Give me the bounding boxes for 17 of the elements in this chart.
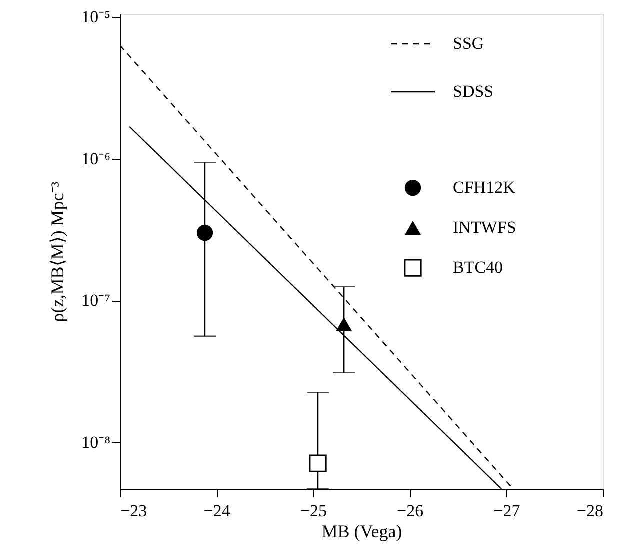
y-tick-label: 10⁻⁵ bbox=[82, 8, 111, 27]
legend-label: SSG bbox=[453, 34, 484, 53]
legend-label: SDSS bbox=[453, 82, 494, 101]
x-tick-label: −25 bbox=[300, 502, 327, 520]
y-tick-label: 10⁻⁷ bbox=[82, 291, 111, 310]
x-tick-label: −26 bbox=[397, 502, 424, 520]
x-tick-label: −24 bbox=[204, 502, 231, 520]
y-tick-label: 10⁻⁶ bbox=[82, 149, 111, 168]
x-axis-title: MB (Vega) bbox=[322, 522, 402, 542]
y-tick-label: 10⁻⁸ bbox=[82, 432, 111, 452]
y-axis-title: ρ(z,MB⟨M⟩) Mpc⁻³ bbox=[48, 181, 68, 322]
legend-label: INTWFS bbox=[453, 218, 516, 237]
x-tick-label: −28 bbox=[576, 502, 604, 520]
legend-label: BTC40 bbox=[453, 258, 504, 277]
x-tick-label: −23 bbox=[120, 502, 148, 520]
legend-label: CFH12K bbox=[453, 178, 516, 197]
x-tick-label: −27 bbox=[494, 502, 521, 520]
